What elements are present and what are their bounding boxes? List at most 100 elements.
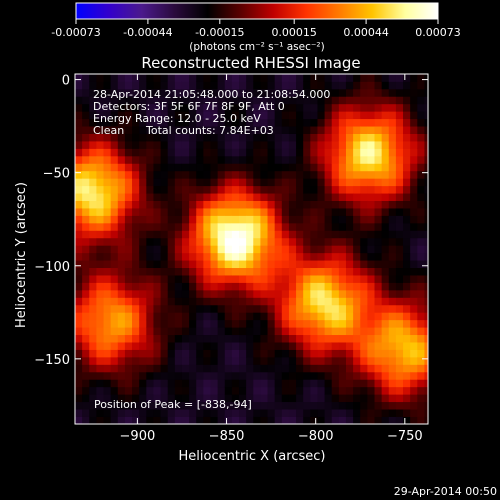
heatmap-cell	[310, 401, 318, 410]
heatmap-cell	[253, 275, 261, 283]
heatmap-cell	[160, 275, 169, 283]
heatmap-cell	[267, 342, 276, 350]
heatmap-cell	[132, 148, 140, 157]
heatmap-cell	[331, 111, 340, 120]
heatmap-cell	[353, 289, 361, 298]
heatmap-cell	[189, 103, 197, 112]
heatmap-cell	[388, 208, 397, 216]
heatmap-cell	[260, 170, 268, 179]
heatmap-cell	[381, 349, 390, 358]
heatmap-cell	[296, 111, 304, 120]
heatmap-cell	[110, 356, 119, 365]
heatmap-cell	[317, 200, 325, 209]
heatmap-cell	[310, 155, 318, 164]
heatmap-cell	[96, 304, 104, 313]
heatmap-cell	[153, 356, 161, 365]
heatmap-cell	[395, 208, 404, 216]
heatmap-cell	[196, 356, 204, 365]
heatmap-cell	[281, 334, 290, 343]
heatmap-cell	[260, 215, 268, 224]
heatmap-cell	[288, 379, 297, 388]
heatmap-cell	[89, 275, 97, 283]
heatmap-cell	[231, 260, 240, 269]
heatmap-cell	[117, 185, 126, 194]
heatmap-cell	[246, 275, 254, 283]
heatmap-cell	[267, 245, 276, 254]
heatmap-cell	[345, 289, 354, 298]
heatmap-cell	[310, 96, 318, 105]
heatmap-cell	[324, 409, 333, 417]
heatmap-cell	[324, 371, 333, 380]
heatmap-cell	[281, 230, 290, 239]
heatmap-cell	[288, 185, 297, 194]
heatmap-cell	[395, 289, 404, 298]
heatmap-cell	[310, 304, 318, 313]
heatmap-cell	[196, 275, 204, 283]
heatmap-cell	[360, 304, 368, 313]
heatmap-cell	[181, 349, 190, 358]
heatmap-cell	[239, 267, 247, 276]
heatmap-cell	[303, 103, 311, 112]
heatmap-cell	[367, 155, 375, 164]
heatmap-cell	[253, 371, 261, 380]
heatmap-cell	[253, 200, 261, 209]
heatmap-cell	[146, 260, 154, 269]
heatmap-cell	[360, 208, 368, 216]
heatmap-cell	[388, 386, 397, 395]
heatmap-cell	[82, 88, 90, 97]
heatmap-cell	[189, 96, 197, 105]
heatmap-cell	[296, 170, 304, 179]
heatmap-cell	[374, 200, 383, 209]
heatmap-cell	[75, 96, 83, 105]
heatmap-cell	[217, 193, 226, 201]
heatmap-cell	[124, 267, 133, 276]
heatmap-cell	[174, 74, 183, 82]
heatmap-cell	[303, 409, 311, 417]
heatmap-cell	[310, 141, 318, 149]
heatmap-cell	[317, 141, 325, 149]
heatmap-cell	[417, 409, 425, 417]
heatmap-cell	[103, 193, 112, 201]
heatmap-cell	[82, 96, 90, 105]
heatmap-cell	[403, 312, 411, 321]
heatmap-cell	[331, 260, 340, 269]
heatmap-cell	[246, 334, 254, 343]
heatmap-cell	[117, 297, 126, 306]
heatmap-cell	[89, 96, 97, 105]
heatmap-cell	[417, 208, 425, 216]
heatmap-cell	[260, 163, 268, 172]
heatmap-cell	[353, 304, 361, 313]
heatmap-cell	[210, 178, 219, 187]
heatmap-cell	[403, 237, 411, 246]
heatmap-cell	[75, 208, 83, 216]
heatmap-cell	[317, 409, 325, 417]
heatmap-cell	[317, 289, 325, 298]
heatmap-cell	[82, 312, 90, 321]
heatmap-cell	[224, 133, 233, 142]
heatmap-cell	[153, 297, 161, 306]
heatmap-cell	[231, 371, 240, 380]
heatmap-cell	[110, 275, 119, 283]
heatmap-cell	[360, 319, 368, 328]
heatmap-cell	[224, 170, 233, 179]
heatmap-cell	[231, 178, 240, 187]
heatmap-cell	[424, 282, 428, 291]
heatmap-cell	[224, 96, 233, 105]
heatmap-cell	[103, 275, 112, 283]
heatmap-cell	[181, 141, 190, 149]
colorbar-tick-label: -0.00015	[195, 26, 244, 39]
heatmap-cell	[310, 394, 318, 403]
heatmap-cell	[124, 289, 133, 298]
heatmap-cell	[360, 133, 368, 142]
heatmap-cell	[146, 103, 154, 112]
heatmap-cell	[274, 267, 283, 276]
heatmap-cell	[267, 74, 276, 82]
heatmap-cell	[288, 364, 297, 373]
heatmap-cell	[203, 74, 211, 82]
heatmap-cell	[345, 409, 354, 417]
heatmap-cell	[324, 275, 333, 283]
heatmap-cell	[388, 148, 397, 157]
heatmap-cell	[353, 81, 361, 90]
heatmap-cell	[395, 327, 404, 336]
heatmap-cell	[96, 356, 104, 365]
